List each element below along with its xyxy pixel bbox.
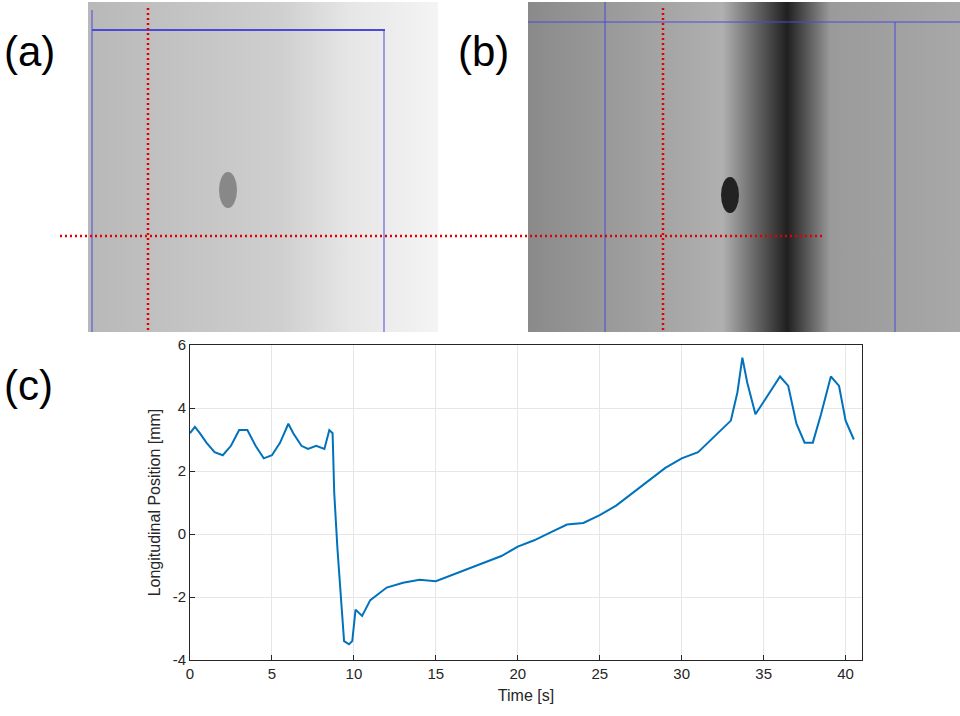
svg-text:40: 40 xyxy=(837,665,854,682)
svg-text:6: 6 xyxy=(178,336,186,353)
svg-text:Time [s]: Time [s] xyxy=(498,687,554,704)
svg-text:30: 30 xyxy=(673,665,690,682)
svg-text:15: 15 xyxy=(428,665,445,682)
svg-text:35: 35 xyxy=(755,665,772,682)
svg-text:25: 25 xyxy=(591,665,608,682)
svg-text:4: 4 xyxy=(178,399,186,416)
html-text:(b): (b) xyxy=(458,28,510,75)
svg-text:0: 0 xyxy=(178,525,186,542)
svg-text:2: 2 xyxy=(178,462,186,479)
html-text:(a): (a) xyxy=(4,28,56,75)
html-text:(c): (c) xyxy=(4,362,53,409)
svg-text:20: 20 xyxy=(509,665,526,682)
svg-text:10: 10 xyxy=(346,665,363,682)
svg-text:-4: -4 xyxy=(173,651,186,668)
svg-text:-2: -2 xyxy=(173,588,186,605)
svg-text:0: 0 xyxy=(186,665,194,682)
svg-text:5: 5 xyxy=(268,665,276,682)
svg-text:Longitudinal Position [mm]: Longitudinal Position [mm] xyxy=(146,409,163,597)
